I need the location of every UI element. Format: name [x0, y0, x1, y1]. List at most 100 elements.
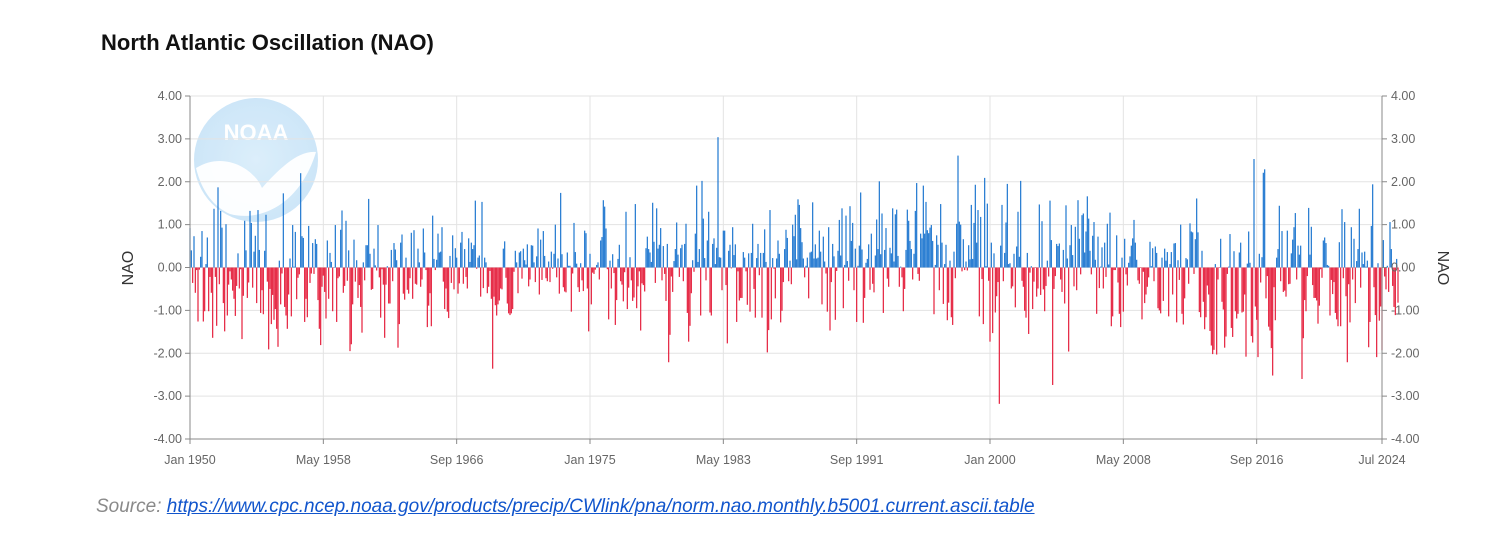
- nao-bar: [1149, 241, 1151, 268]
- nao-bar: [238, 267, 240, 289]
- nao-bar: [1077, 200, 1079, 268]
- x-tick-label: Sep 1966: [430, 453, 484, 467]
- nao-bar: [338, 267, 340, 277]
- nao-bar: [864, 267, 866, 298]
- nao-bar: [693, 267, 695, 272]
- source-line: Source: https://www.cpc.ncep.noaa.gov/pr…: [96, 496, 1035, 518]
- nao-bar: [214, 267, 216, 277]
- nao-bar: [1342, 267, 1344, 279]
- nao-bar: [306, 267, 308, 318]
- nao-bar: [821, 267, 823, 305]
- nao-bar: [525, 264, 527, 268]
- nao-bar: [658, 244, 660, 268]
- nao-bar: [585, 233, 587, 268]
- nao-bar: [224, 267, 226, 332]
- nao-bar: [302, 237, 304, 268]
- nao-bar: [1337, 267, 1339, 327]
- nao-bar: [1150, 266, 1152, 268]
- nao-bar: [1090, 267, 1092, 275]
- nao-bar: [1325, 243, 1327, 268]
- nao-bar: [833, 256, 835, 268]
- nao-bar: [1133, 219, 1135, 268]
- nao-bar: [377, 225, 379, 268]
- nao-bar: [630, 267, 632, 281]
- y-tick-label-right: -1.00: [1391, 303, 1420, 317]
- nao-bar: [1328, 265, 1330, 268]
- nao-bar: [1049, 200, 1051, 268]
- nao-bar: [584, 230, 586, 268]
- nao-bar: [621, 267, 623, 285]
- nao-bar: [592, 267, 594, 273]
- nao-bar: [906, 209, 908, 268]
- nao-bar: [610, 267, 612, 289]
- nao-bar: [417, 248, 419, 268]
- nao-bar: [573, 222, 575, 268]
- nao-bar: [372, 267, 374, 289]
- nao-bar: [1372, 184, 1374, 268]
- nao-bar: [237, 253, 239, 268]
- nao-bar: [1380, 267, 1382, 307]
- nao-bar: [868, 244, 870, 268]
- nao-bar: [817, 257, 819, 268]
- nao-bar: [836, 267, 838, 271]
- nao-bar: [1089, 250, 1091, 268]
- nao-bar: [1382, 240, 1384, 268]
- nao-bar: [1005, 222, 1007, 268]
- nao-bar: [634, 204, 636, 268]
- nao-bar: [1396, 258, 1398, 268]
- source-link[interactable]: https://www.cpc.ncep.noaa.gov/products/p…: [166, 496, 1035, 517]
- nao-bar: [536, 256, 538, 268]
- nao-bar: [496, 267, 498, 316]
- nao-bar: [1334, 267, 1336, 313]
- nao-bar: [248, 267, 250, 283]
- nao-bar: [688, 267, 690, 342]
- nao-bar: [332, 267, 334, 312]
- nao-bar: [673, 261, 675, 268]
- y-tick-label-left: 4.00: [158, 89, 182, 103]
- nao-bar: [217, 187, 219, 268]
- nao-bar: [488, 267, 490, 287]
- nao-bar: [745, 267, 747, 272]
- nao-bar: [1394, 267, 1396, 316]
- nao-bar: [1088, 218, 1090, 268]
- nao-bar: [746, 267, 748, 305]
- nao-bar: [1298, 254, 1300, 268]
- nao-bar: [768, 267, 770, 331]
- y-tick-label-left: 2.00: [158, 175, 182, 189]
- nao-bar: [682, 267, 684, 282]
- nao-bar: [1097, 236, 1099, 268]
- nao-bar: [938, 267, 940, 291]
- nao-bar: [268, 267, 270, 350]
- nao-bar: [1284, 267, 1286, 291]
- nao-bar: [261, 267, 263, 291]
- nao-bar: [1300, 245, 1302, 268]
- nao-bar: [1028, 267, 1030, 334]
- nao-bar: [278, 260, 280, 268]
- nao-bar: [674, 249, 676, 268]
- nao-bar: [618, 244, 620, 268]
- nao-bar: [980, 216, 982, 268]
- nao-bar: [1206, 267, 1208, 286]
- nao-bar: [481, 201, 483, 268]
- nao-bar: [389, 267, 391, 304]
- nao-bar: [774, 267, 776, 299]
- nao-bar: [304, 267, 306, 322]
- nao-bar: [336, 267, 338, 322]
- nao-bar: [1253, 159, 1255, 268]
- nao-bar: [896, 209, 898, 268]
- nao-bar: [337, 267, 339, 279]
- nao-bar: [438, 252, 440, 268]
- nao-bar: [757, 243, 759, 268]
- nao-bar: [381, 267, 383, 270]
- nao-bar: [360, 267, 362, 307]
- nao-bar: [1366, 260, 1368, 268]
- nao-bar: [1204, 267, 1206, 330]
- nao-bar: [1166, 252, 1168, 268]
- nao-bar: [1281, 231, 1283, 268]
- nao-bar: [944, 264, 946, 268]
- nao-bar: [890, 253, 892, 268]
- nao-bar: [1001, 204, 1003, 268]
- x-tick-label: May 1983: [696, 453, 751, 467]
- nao-bar: [645, 248, 647, 268]
- nao-bar: [970, 204, 972, 268]
